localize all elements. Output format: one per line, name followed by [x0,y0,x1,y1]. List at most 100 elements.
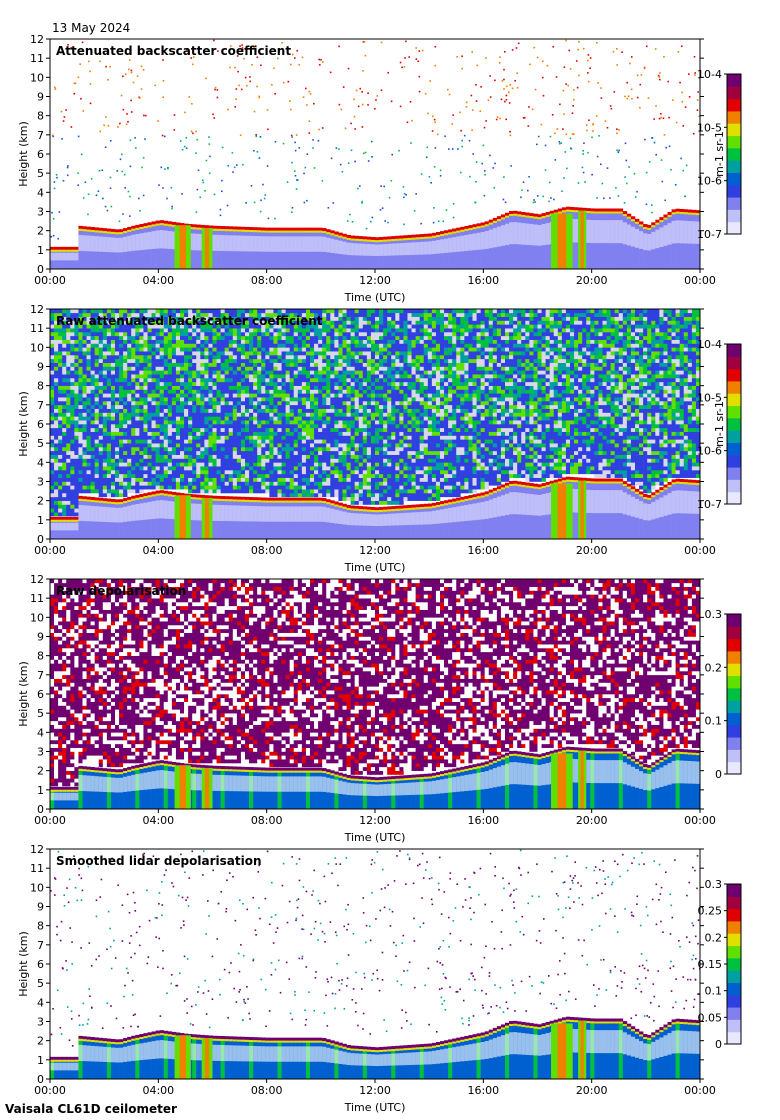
noise-pixel [588,119,590,122]
heatmap-cell [123,435,128,440]
heatmap-cell [196,381,201,386]
heatmap-cell [338,496,343,501]
heatmap-cell [334,473,339,478]
heatmap-cell [318,447,323,452]
cloud-base-edge [301,230,307,233]
cloud-base [54,246,59,250]
heatmap-cell [155,439,160,444]
heatmap-cell [297,358,303,363]
boundary-layer-band [301,236,307,252]
heatmap-cell [171,355,177,360]
heatmap-cell [82,355,87,360]
heatmap-cell [110,439,116,444]
noise-pixel [442,220,445,223]
heatmap-cell [127,335,132,340]
heatmap-cell [94,316,100,321]
heatmap-cell [94,374,100,379]
heatmap-cell [220,435,225,440]
heatmap-cell [70,454,75,459]
heatmap-cell [155,370,160,375]
heatmap-cell [261,332,266,337]
heatmap-cell [94,320,100,325]
heatmap-cell [326,320,331,325]
heatmap-cell [228,355,234,360]
heatmap-cell [265,378,270,383]
heatmap-cell [297,466,303,471]
noise-pixel [459,111,461,114]
heatmap-cell [200,424,205,429]
heatmap-cell [342,416,347,421]
boundary-layer-band [167,231,173,249]
heatmap-cell [289,335,295,340]
heatmap-cell [277,320,282,325]
heatmap-cell [326,470,331,475]
noise-pixel [434,64,437,67]
noise-pixel [291,206,294,209]
heatmap-cell [228,462,234,467]
heatmap-cell [184,466,189,471]
heatmap-cell [216,447,221,452]
noise-pixel [63,116,66,118]
heatmap-cell [342,466,347,471]
noise-pixel [52,135,54,138]
heatmap-cell [151,450,156,455]
heatmap-cell [249,477,254,482]
heatmap-cell [119,393,124,398]
heatmap-cell [192,470,197,475]
heatmap-cell [135,401,140,406]
noise-pixel [645,203,648,206]
heatmap-cell [151,431,156,436]
heatmap-cell [94,485,100,490]
noise-pixel [427,112,429,115]
heatmap-cell [66,496,71,501]
heatmap-cell [62,332,67,337]
heatmap-cell [78,366,83,371]
heatmap-cell [135,393,140,398]
heatmap-cell [70,412,75,417]
heatmap-cell [257,485,262,490]
heatmap-cell [58,358,63,363]
heatmap-cell [297,473,303,478]
cloud-base [537,214,542,218]
heatmap-cell [261,466,266,471]
y-tick-label: 6 [37,148,44,161]
noise-pixel [231,152,234,154]
heatmap-cell [175,424,181,429]
noise-pixel [204,190,206,192]
heatmap-cell [66,332,71,337]
noise-pixel [335,147,338,149]
cloud-base [70,246,75,250]
heatmap-cell [123,309,128,314]
heatmap-cell [151,393,156,398]
heatmap-cell [147,427,152,432]
heatmap-cell [196,366,201,371]
heatmap-cell [192,401,197,406]
heatmap-cell [139,393,144,398]
heatmap-cell [257,347,262,352]
heatmap-cell [245,347,250,352]
cloud-base-edge [297,230,303,233]
heatmap-cell [74,374,79,379]
heatmap-cell [54,481,59,486]
heatmap-cell [94,412,100,417]
heatmap-cell [322,450,327,455]
heatmap-cell [220,316,225,321]
heatmap-cell [119,435,124,440]
heatmap-cell [175,389,181,394]
heatmap-cell [338,393,343,398]
cloud-base-edge [407,237,412,240]
noise-pixel [380,185,382,187]
heatmap-cell [297,420,303,425]
heatmap-cell [236,404,242,409]
heatmap-cell [54,477,59,482]
cloud-base-edge [505,215,510,218]
heatmap-cell [98,362,104,367]
heatmap-cell [249,485,254,490]
heatmap-cell [90,374,95,379]
heatmap-cell [249,339,254,344]
noise-pixel [53,181,56,183]
noise-pixel [62,120,65,122]
cloud-base [387,236,392,240]
heatmap-cell [70,401,75,406]
heatmap-cell [232,389,238,394]
